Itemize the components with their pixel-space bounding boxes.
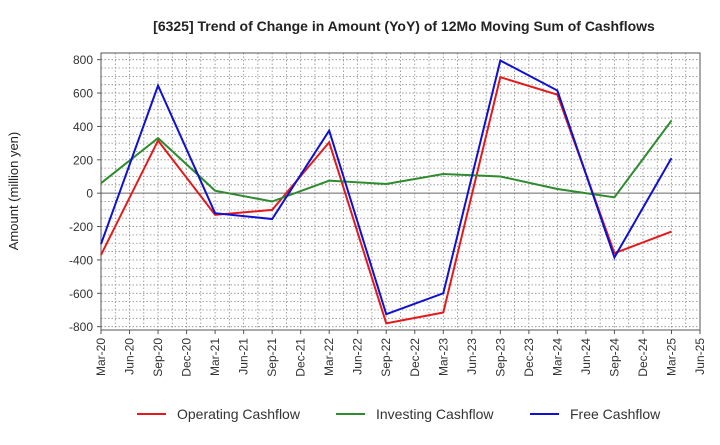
x-tick-label: Dec-23 (522, 338, 536, 377)
y-tick-label: 400 (73, 120, 93, 134)
x-tick-label: Dec-22 (408, 338, 422, 377)
axes-layer: -800 -600 -400 -200 0 200 400 600 800 Mar-20 Jun-2… (69, 52, 707, 377)
x-tick-label: Mar-23 (436, 338, 450, 376)
y-axis-label: Amount (million yen) (6, 132, 21, 251)
y-tick-label: 0 (86, 187, 93, 201)
x-tick-label: Dec-20 (180, 338, 194, 377)
plot-frame (100, 52, 701, 331)
x-tick-label: Sep-23 (493, 338, 507, 377)
series-layer (100, 59, 673, 325)
x-tick-label: Sep-20 (151, 338, 165, 377)
series-line-investing-cashflow (100, 119, 673, 203)
x-tick-label: Mar-20 (94, 338, 108, 376)
y-tick-label: -600 (69, 287, 93, 301)
y-tick-label: 800 (73, 53, 93, 67)
x-tick-label: Jun-21 (237, 338, 251, 375)
x-tick-label: Sep-24 (607, 338, 621, 377)
y-tick-label: -400 (69, 253, 93, 267)
x-tick-label: Jun-24 (579, 338, 593, 375)
x-tick-label: Jun-20 (123, 338, 137, 375)
y-tick-label: 200 (73, 153, 93, 167)
y-tick-label: 600 (73, 87, 93, 101)
x-tick-label: Mar-24 (550, 338, 564, 376)
x-tick-label: Jun-22 (351, 338, 365, 375)
chart-title: [6325] Trend of Change in Amount (YoY) o… (153, 18, 655, 34)
legend: Operating Cashflow Investing Cashflow Free… (137, 406, 661, 422)
x-tick-label: Mar-21 (208, 338, 222, 376)
x-tick-label: Sep-22 (379, 338, 393, 377)
grid-layer (100, 53, 701, 330)
series-line-free-cashflow (100, 59, 673, 316)
x-tick-label: Mar-25 (664, 338, 678, 376)
y-tick-label: -200 (69, 220, 93, 234)
x-tick-label: Jun-23 (465, 338, 479, 375)
legend-label: Free Cashflow (570, 406, 661, 422)
x-tick-label: Sep-21 (265, 338, 279, 377)
legend-label: Investing Cashflow (376, 406, 494, 422)
legend-label: Operating Cashflow (177, 406, 301, 422)
y-tick-label: -800 (69, 320, 93, 334)
x-tick-label: Mar-22 (322, 338, 336, 376)
x-tick-label: Jun-25 (693, 338, 707, 375)
x-tick-label: Dec-21 (294, 338, 308, 377)
x-tick-label: Dec-24 (636, 338, 650, 377)
